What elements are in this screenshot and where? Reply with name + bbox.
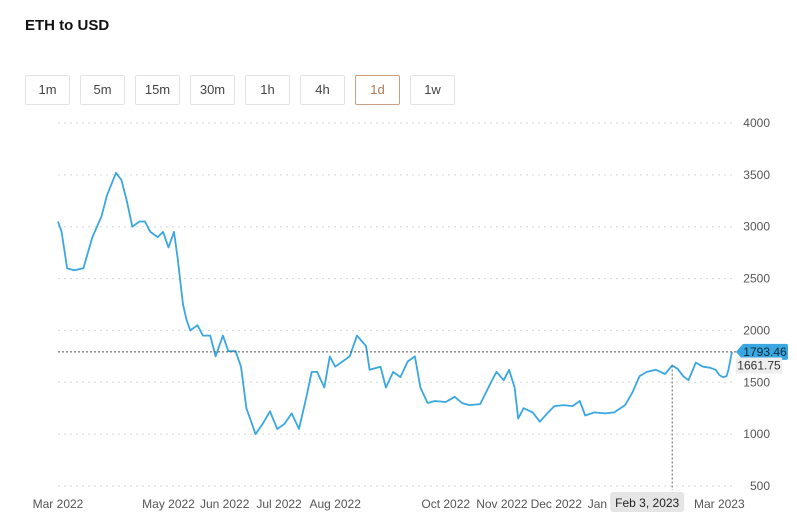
- x-tick-label: Oct 2022: [421, 497, 470, 511]
- y-axis: 500 1000 1500 2000 2500 3000 3500 4000: [743, 116, 770, 493]
- x-tick-label: Nov 2022: [476, 497, 528, 511]
- x-tick-label: Jun 2022: [200, 497, 250, 511]
- x-tick-label: Dec 2022: [531, 497, 583, 511]
- x-tick-label: Aug 2022: [310, 497, 362, 511]
- crosshair-price-label: 1661.75: [737, 359, 781, 373]
- eth-price-line: [57, 171, 733, 435]
- timeframe-button-1m[interactable]: 1m: [25, 75, 70, 105]
- timeframe-button-15m[interactable]: 15m: [135, 75, 180, 105]
- page-title: ETH to USD: [25, 17, 110, 34]
- y-tick-label: 2000: [743, 323, 770, 337]
- timeframe-button-1h[interactable]: 1h: [245, 75, 290, 105]
- y-tick-label: 2500: [743, 272, 770, 286]
- timeframe-button-5m[interactable]: 5m: [80, 75, 125, 105]
- crosshair-date-label: Feb 3, 2023: [615, 496, 679, 510]
- crosshair-date-badge: [610, 492, 685, 512]
- y-tick-label: 3500: [743, 168, 770, 182]
- x-axis: Mar 2022 May 2022 Jun 2022 Jul 2022 Aug 2022…: [33, 497, 745, 511]
- y-tick-label: 1000: [743, 427, 770, 441]
- y-tick-label: 1500: [743, 375, 770, 389]
- timeframe-button-30m[interactable]: 30m: [190, 75, 235, 105]
- y-tick-label: 3000: [743, 220, 770, 234]
- current-price-badge: [742, 343, 788, 360]
- x-tick-label: Jul 2022: [256, 497, 302, 511]
- crosshair-price-badge: [736, 357, 782, 374]
- timeframe-button-1d[interactable]: 1d: [355, 75, 400, 105]
- current-price-pointer: [736, 344, 742, 359]
- x-tick-label: Mar 2022: [33, 497, 84, 511]
- x-tick-label: May 2022: [142, 497, 195, 511]
- grid-lines: [58, 122, 732, 487]
- y-tick-label: 4000: [743, 116, 770, 130]
- timeframe-button-4h[interactable]: 4h: [300, 75, 345, 105]
- y-tick-label: 500: [750, 479, 770, 493]
- timeframe-button-1w[interactable]: 1w: [410, 75, 455, 105]
- current-price-label: 1793.46: [743, 345, 787, 359]
- x-tick-label: Mar 2023: [694, 497, 745, 511]
